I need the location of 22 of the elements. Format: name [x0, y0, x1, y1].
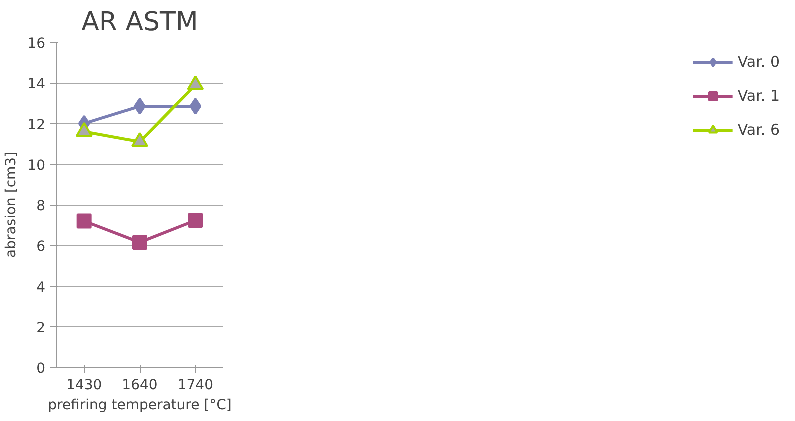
legend-label: Var. 1 — [738, 87, 780, 105]
x-tick-label: 1430 — [66, 378, 102, 394]
y-tick-label: 0 — [36, 361, 46, 377]
y-tick-label: 12 — [28, 117, 46, 134]
point — [132, 235, 148, 250]
point — [190, 98, 202, 115]
x-axis-title: prefiring temperature [°C] — [48, 398, 232, 414]
x-tick-label: 1640 — [122, 378, 158, 394]
y-tick-label: 8 — [36, 198, 46, 214]
y-tick-label: 14 — [28, 76, 46, 93]
y-tick-label: 6 — [36, 239, 46, 256]
y-axis-title: abrasion [cm3] — [4, 152, 20, 258]
chart-title: AR ASTM — [82, 8, 198, 38]
x-tick-label: 1740 — [178, 378, 214, 394]
legend-label: Var. 6 — [738, 121, 780, 139]
y-tick-label: 4 — [36, 280, 46, 296]
point — [188, 213, 204, 228]
point — [76, 214, 92, 229]
legend-label: Var. 0 — [738, 53, 780, 71]
y-tick-label: 2 — [36, 320, 46, 336]
y-tick-label: 16 — [28, 36, 46, 52]
y-tick-label: 10 — [28, 158, 46, 174]
